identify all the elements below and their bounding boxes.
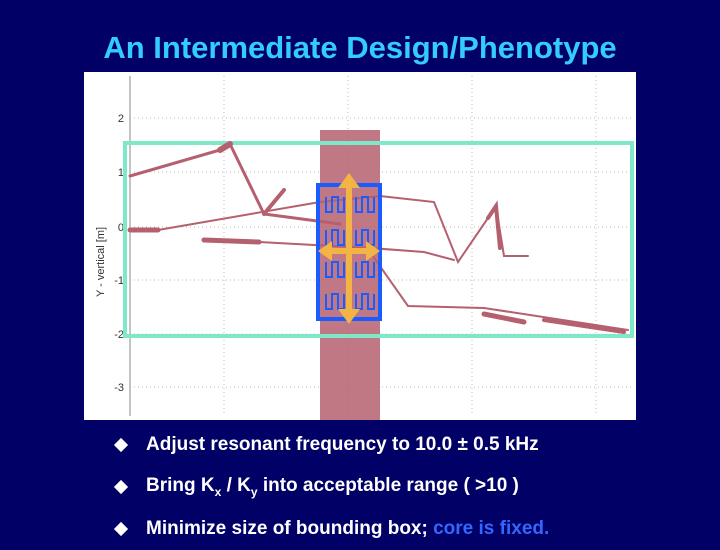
y-axis-label: Y - vertical [m] — [95, 227, 107, 297]
y-tick-label: -1 — [114, 275, 124, 287]
bullet-text: Adjust resonant frequency to 10.0 ± 0.5 … — [146, 434, 539, 455]
design-figure: Y - vertical [m] 2 1 0 -1 -2 -3 — [84, 72, 636, 420]
bullet-diamond-icon — [113, 521, 129, 537]
y-tick-label: -3 — [114, 382, 124, 394]
bullet-text-part: / K — [221, 475, 251, 497]
bullet-diamond-icon — [113, 437, 129, 453]
y-tick-label: 2 — [118, 113, 124, 125]
bullet-item: Bring Kx / Ky into acceptable range ( >1… — [112, 466, 712, 508]
bullet-diamond-icon — [113, 479, 129, 495]
bullet-item: Adjust resonant frequency to 10.0 ± 0.5 … — [112, 424, 712, 466]
design-plot: Y - vertical [m] 2 1 0 -1 -2 -3 — [95, 76, 634, 420]
bullet-list: Adjust resonant frequency to 10.0 ± 0.5 … — [112, 424, 712, 550]
motion-arrows — [318, 173, 380, 324]
y-tick-label: 1 — [118, 167, 124, 179]
bullet-text: Bring Kx / Ky into acceptable range ( >1… — [146, 475, 519, 499]
slide-title: An Intermediate Design/Phenotype — [103, 30, 617, 65]
bullet-text-part: Minimize size of bounding box; — [146, 518, 434, 539]
highlight-text: core is fixed. — [433, 518, 550, 539]
y-tick-label: -2 — [114, 329, 124, 341]
bullet-text-part: into acceptable range ( >10 ) — [257, 475, 519, 497]
bullet-text-part: Bring K — [146, 475, 215, 497]
bounding-box — [123, 141, 634, 338]
y-tick-label: 0 — [118, 222, 124, 234]
subscript: y — [250, 484, 258, 499]
bullet-item: Minimize size of bounding box; core is f… — [112, 508, 712, 550]
subscript: x — [214, 484, 222, 499]
bullet-text: Minimize size of bounding box; core is f… — [146, 518, 549, 540]
